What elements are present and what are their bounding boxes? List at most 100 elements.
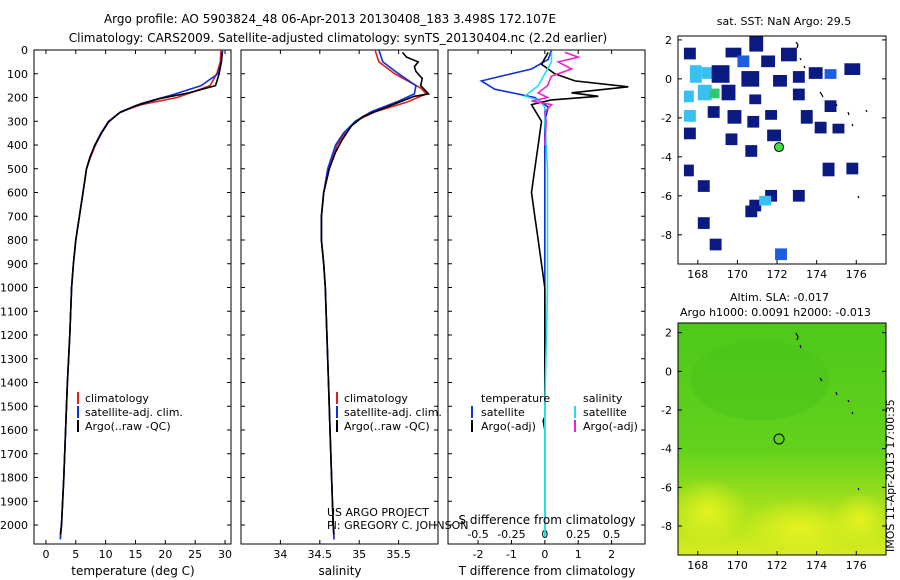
difference-legend: temperature salinity satellite Argo(-adj… bbox=[471, 392, 638, 433]
sst-cell bbox=[721, 84, 736, 101]
sla-map-frame bbox=[677, 322, 887, 556]
sst-argo-position-marker bbox=[774, 142, 785, 153]
map-y-tick-label: 2 bbox=[665, 327, 672, 340]
salinity-axis-ticks: 34 34.5 35 35.5 bbox=[273, 50, 411, 561]
sla-islands bbox=[795, 332, 860, 491]
sst-cell bbox=[709, 238, 722, 251]
sst-cell bbox=[725, 133, 738, 146]
series-line-s-argo-adj- bbox=[531, 51, 582, 146]
sla-low-patch bbox=[690, 340, 830, 420]
x-tick-label: 0 bbox=[42, 548, 49, 561]
salinity-panel-frame bbox=[240, 49, 439, 545]
sst-cell bbox=[814, 121, 827, 134]
map-x-tick-label: 176 bbox=[846, 268, 867, 281]
imos-stamp: IMOS 11-Apr-2013 17:00:35 bbox=[884, 399, 897, 552]
sla-high-blob-south bbox=[742, 498, 858, 555]
sst-map-frame bbox=[677, 35, 887, 265]
series-line-climatology bbox=[59, 50, 222, 540]
map-x-tick-label: 170 bbox=[727, 559, 748, 572]
depth-tick-label: 600 bbox=[7, 187, 28, 200]
map-x-tick-label: 168 bbox=[687, 559, 708, 572]
sst-cell bbox=[707, 106, 720, 118]
difference-series bbox=[479, 50, 629, 537]
sst-cell bbox=[824, 69, 837, 79]
x-tick-label: 0 bbox=[541, 548, 548, 561]
sst-cell bbox=[741, 71, 760, 87]
map-y-tick-label: -8 bbox=[661, 520, 672, 533]
credit-project: US ARGO PROJECT bbox=[327, 506, 429, 519]
legend-climatology: climatology bbox=[344, 392, 408, 405]
sst-cell bbox=[697, 180, 710, 192]
series-line-argo-raw-qc- bbox=[59, 52, 223, 535]
legend-header-salinity: salinity bbox=[583, 392, 623, 405]
sla-map-title: Altim. SLA: -0.017 bbox=[730, 291, 829, 304]
x-tick-label: 10 bbox=[99, 548, 113, 561]
sst-cell bbox=[749, 94, 762, 105]
depth-tick-label: 900 bbox=[7, 258, 28, 271]
sst-cell bbox=[781, 47, 797, 62]
legend-satellite: satellite-adj. clim. bbox=[344, 406, 442, 419]
sst-islands bbox=[795, 41, 868, 199]
temperature-legend: climatology satellite-adj. clim. Argo(..… bbox=[77, 392, 183, 433]
x-tick-label: 34.5 bbox=[308, 548, 333, 561]
sst-cell bbox=[792, 189, 805, 202]
map-y-tick-label: -6 bbox=[661, 481, 672, 494]
sst-cell bbox=[767, 129, 782, 142]
sst-cell bbox=[709, 88, 720, 99]
legend-argo: Argo(..raw -QC) bbox=[344, 420, 430, 433]
sst-cell bbox=[765, 189, 778, 202]
legend-s-argo: Argo(-adj) bbox=[583, 420, 638, 433]
depth-tick-label: 1600 bbox=[0, 424, 28, 437]
x-tick-label: 2 bbox=[608, 548, 615, 561]
map-x-tick-label: 176 bbox=[846, 559, 867, 572]
sst-cell bbox=[727, 110, 742, 124]
depth-tick-label: 2000 bbox=[0, 519, 28, 532]
sst-cell bbox=[701, 67, 714, 79]
map-y-tick-label: 0 bbox=[665, 73, 672, 86]
series-line-satellite-adj-clim- bbox=[59, 50, 224, 540]
depth-tick-label: 1300 bbox=[0, 353, 28, 366]
depth-axis-ticks: 0 100 200 300 400 500 600 700 800 900 1000 1100 1200… bbox=[0, 44, 645, 532]
salinity-legend: climatology satellite-adj. clim. Argo(..… bbox=[336, 392, 442, 433]
difference-xlabel-top: S difference from climatology bbox=[459, 513, 636, 527]
sst-cell bbox=[773, 74, 787, 87]
x-tick-label: 1 bbox=[575, 548, 582, 561]
sst-cell bbox=[800, 110, 813, 124]
depth-tick-label: 1200 bbox=[0, 329, 28, 342]
sla-map-subtitle: Argo h1000: 0.0091 h2000: -0.013 bbox=[680, 306, 871, 319]
sst-cell bbox=[747, 115, 760, 128]
sst-cell bbox=[697, 217, 710, 229]
sst-cells bbox=[683, 36, 861, 261]
map-x-tick-label: 174 bbox=[806, 559, 827, 572]
map-y-tick-label: 0 bbox=[665, 365, 672, 378]
series-line-s-satellite bbox=[523, 52, 553, 537]
difference-xlabel: T difference from climatology bbox=[458, 564, 636, 578]
series-line-satellite-adj-clim- bbox=[320, 50, 417, 540]
temperature-xlabel: temperature (deg C) bbox=[71, 564, 194, 578]
legend-argo: Argo(..raw -QC) bbox=[85, 420, 171, 433]
legend-satellite: satellite-adj. clim. bbox=[85, 406, 183, 419]
map-x-tick-label: 170 bbox=[727, 268, 748, 281]
depth-tick-label: 100 bbox=[7, 68, 28, 81]
sst-cell bbox=[844, 63, 861, 75]
x-tick-label: 30 bbox=[218, 548, 232, 561]
sla-argo-position-marker bbox=[773, 433, 785, 445]
legend-climatology: climatology bbox=[85, 392, 149, 405]
sst-cell bbox=[749, 36, 764, 52]
map-x-tick-label: 174 bbox=[806, 268, 827, 281]
sst-cell bbox=[808, 67, 823, 79]
salinity-series bbox=[320, 50, 431, 540]
difference-panel-frame bbox=[447, 49, 646, 545]
series-line-climatology bbox=[320, 50, 428, 540]
map-x-tick-label: 172 bbox=[767, 268, 788, 281]
sla-high-blob-east bbox=[830, 492, 886, 548]
depth-tick-label: 400 bbox=[7, 139, 28, 152]
sst-cell bbox=[683, 90, 694, 103]
depth-tick-label: 300 bbox=[7, 115, 28, 128]
series-line-argo-raw-qc- bbox=[320, 51, 431, 535]
map-x-tick-label: 172 bbox=[767, 559, 788, 572]
sst-cell bbox=[697, 84, 712, 101]
sst-cell bbox=[725, 47, 742, 58]
difference-axis-ticks: -2 -1 0 1 2-0.5 -0.25 0 0.25 0.5 bbox=[467, 50, 620, 561]
